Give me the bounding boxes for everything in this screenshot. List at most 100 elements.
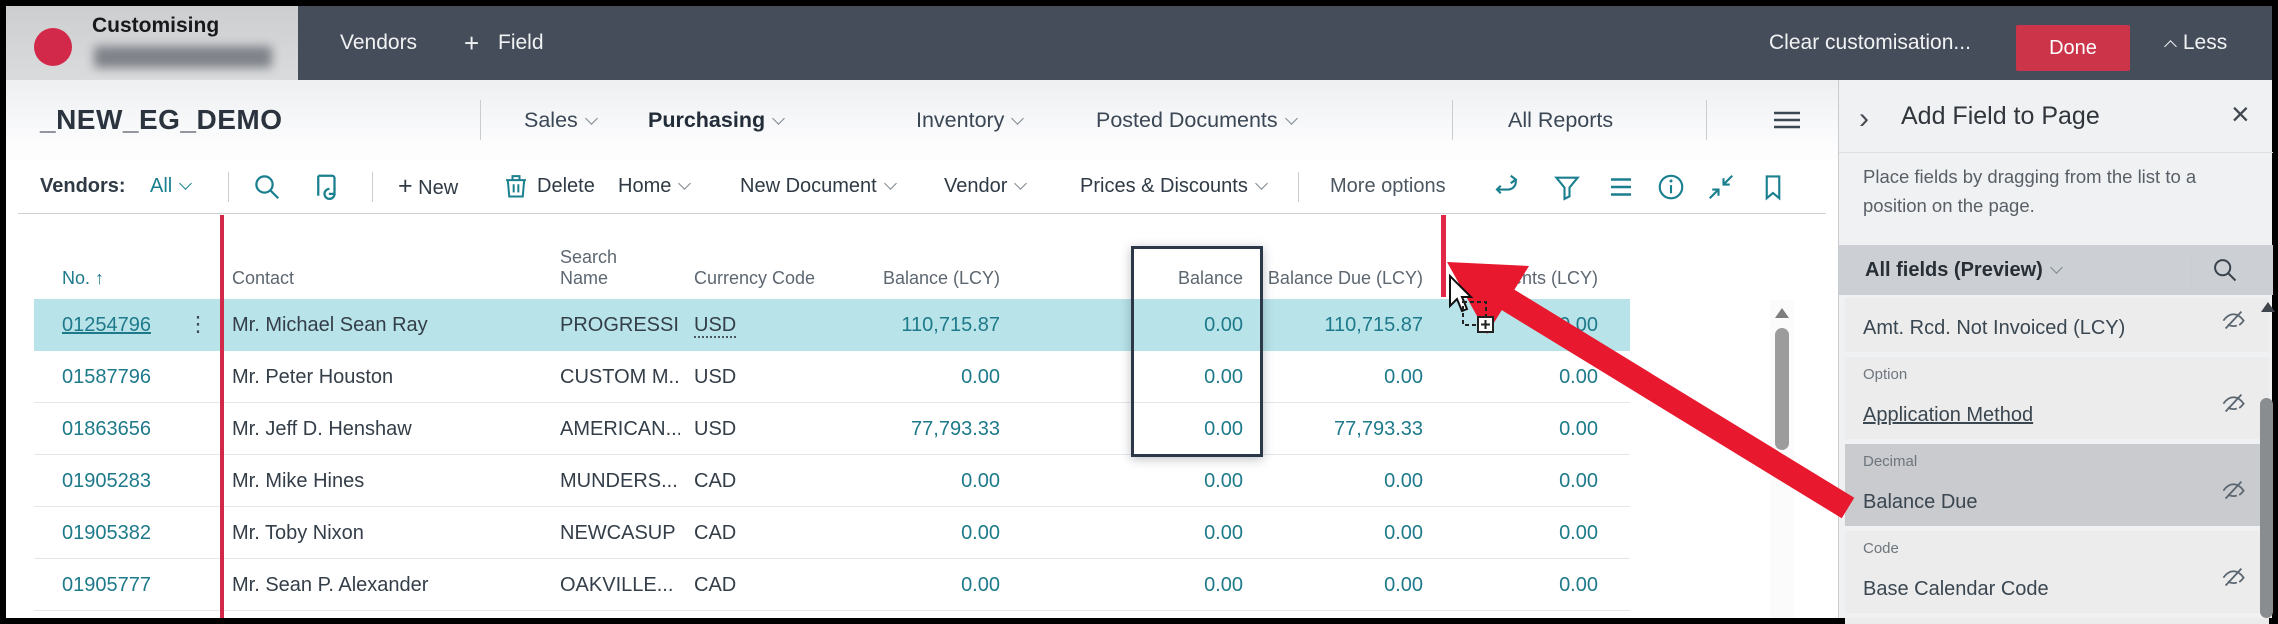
field-card[interactable]: Amt. Rcd. Not Invoiced (LCY) [1845, 298, 2269, 352]
customising-subtitle-redacted [94, 46, 272, 68]
column-header-balance-lcy[interactable]: Balance (LCY) [882, 268, 1000, 288]
column-header-contact[interactable]: Contact [232, 268, 295, 288]
chevron-down-icon [883, 177, 897, 190]
bookmark-icon[interactable] [1758, 172, 1788, 202]
clear-customisation-button[interactable]: Clear customisation... [1769, 31, 1971, 54]
cell-payments-lcy: 0.00 [1559, 574, 1598, 596]
less-button[interactable]: Less [2164, 6, 2227, 80]
cell-balance: 0.00 [1204, 470, 1243, 492]
cell-search-name: AMERICAN... [560, 418, 680, 440]
plus-icon: + [464, 28, 480, 58]
cell-balance: 0.00 [1204, 574, 1243, 596]
purchasing-label: Purchasing [648, 108, 766, 132]
vendor-dropdown[interactable]: Vendor [944, 160, 1028, 213]
filter-value: All [150, 175, 173, 197]
company-name[interactable]: _NEW_EG_DEMO [40, 104, 283, 135]
eye-slash-icon[interactable] [2220, 563, 2247, 595]
field-label: Application Method [1863, 404, 2034, 426]
column-header-no[interactable]: No. ↑ [62, 268, 188, 289]
tab-vendors[interactable]: Vendors [340, 31, 418, 54]
tab-add-field[interactable]: Field [498, 31, 544, 54]
eye-slash-icon[interactable] [2220, 306, 2247, 338]
minimize-icon[interactable] [1706, 172, 1736, 202]
currency-drilldown-link[interactable]: USD [694, 314, 737, 338]
table-row[interactable]: 01587796 Mr. Peter Houston CUSTOM M... USD 0… [34, 351, 1630, 403]
filter-icon[interactable] [1552, 172, 1582, 202]
table-row[interactable]: 01863656 Mr. Jeff D. Henshaw AMERICAN... US… [34, 403, 1630, 455]
info-icon[interactable] [1656, 172, 1686, 202]
divider [1839, 152, 2273, 153]
panel-search-icon[interactable] [2211, 256, 2239, 284]
panel-scrollbar-thumb[interactable] [2260, 398, 2273, 618]
cell-contact: Mr. Toby Nixon [232, 522, 364, 544]
cell-no[interactable]: 01254796 [62, 314, 151, 336]
cell-payments-lcy: 0.00 [1559, 366, 1598, 388]
table-row[interactable]: 01254796 Mr. Michael Sean Ray PROGRESSI...… [34, 299, 1630, 351]
nav-menu-inventory[interactable]: Inventory [916, 80, 1025, 160]
cell-no[interactable]: 01905283 [62, 470, 151, 492]
more-options-button[interactable]: More options [1330, 175, 1446, 197]
cell-balance-due-lcy: 0.00 [1384, 366, 1423, 388]
chevron-down-icon [1014, 177, 1028, 190]
panel-description: Place fields by dragging from the list t… [1863, 166, 2197, 216]
divider [1298, 172, 1299, 202]
field-filter-dropdown[interactable]: All fields (Preview) [1865, 245, 2063, 295]
eye-slash-icon[interactable] [2220, 389, 2247, 421]
field-card[interactable]: Code Base Calendar Code [1845, 531, 2269, 613]
new-button[interactable]: + New [398, 160, 458, 215]
column-header-balance-due-lcy[interactable]: Balance Due (LCY) [1267, 268, 1423, 288]
chevron-down-icon [772, 112, 785, 125]
cell-balance-due-lcy: 110,715.87 [1324, 314, 1423, 336]
table-scrollbar-thumb[interactable] [1775, 328, 1789, 450]
filter-all-dropdown[interactable]: All [150, 160, 193, 213]
divider [228, 172, 229, 202]
close-panel-icon[interactable]: × [2231, 96, 2250, 132]
prices-discounts-dropdown[interactable]: Prices & Discounts [1080, 160, 1268, 213]
nav-menu-sales[interactable]: Sales [524, 80, 598, 160]
scroll-up-arrow-icon[interactable] [1775, 308, 1789, 318]
nav-menu-all-reports[interactable]: All Reports [1508, 108, 1614, 132]
column-header-balance[interactable]: Balance [1177, 268, 1243, 288]
column-header-search-name[interactable]: Search Name [560, 247, 618, 288]
panel-scroll-up-arrow-icon[interactable] [2261, 302, 2275, 312]
cell-search-name: MUNDERS... [560, 470, 678, 492]
cell-no[interactable]: 01905777 [62, 574, 151, 596]
eye-slash-icon[interactable] [2220, 476, 2247, 508]
table-row[interactable]: 01905777 Mr. Sean P. Alexander OAKVILLE...… [34, 559, 1630, 611]
search-icon[interactable] [252, 172, 282, 202]
analyse-icon[interactable] [312, 172, 342, 202]
field-filter-bar: All fields (Preview) [1839, 245, 2273, 295]
nav-menu-posted-documents[interactable]: Posted Documents [1096, 80, 1298, 160]
hamburger-menu-icon[interactable] [1772, 108, 1802, 132]
cell-no[interactable]: 01587796 [62, 366, 151, 388]
share-icon[interactable] [1492, 172, 1522, 202]
field-category-label: Code [1863, 540, 1899, 557]
table-row[interactable]: 01905283 Mr. Mike Hines MUNDERS... CAD 0.00 0… [34, 455, 1630, 507]
freeze-pane-red-line [220, 215, 224, 618]
chevron-down-icon [1284, 112, 1298, 125]
field-card[interactable]: Option Application Method [1845, 357, 2269, 439]
chevron-down-icon [584, 112, 598, 125]
home-dropdown[interactable]: Home [618, 160, 692, 213]
show-list-icon[interactable] [1606, 172, 1636, 202]
field-card-selected[interactable]: Decimal Balance Due [1845, 444, 2269, 526]
new-document-label: New Document [740, 175, 877, 197]
cell-no[interactable]: 01863656 [62, 418, 151, 440]
collapse-panel-chevron-icon[interactable]: › [1859, 102, 1869, 135]
field-card-partial[interactable] [1845, 618, 2269, 624]
cell-no[interactable]: 01905382 [62, 522, 151, 544]
cell-currency-code: CAD [694, 574, 737, 596]
cell-balance-due-lcy: 0.00 [1384, 574, 1423, 596]
delete-button[interactable]: Delete [537, 175, 595, 197]
cell-balance-lcy: 0.00 [961, 522, 1000, 544]
new-document-dropdown[interactable]: New Document [740, 160, 897, 213]
column-header-currency-code[interactable]: Currency Code [694, 268, 816, 288]
done-button[interactable]: Done [2016, 25, 2130, 71]
home-label: Home [618, 175, 672, 197]
cell-balance: 0.00 [1204, 418, 1243, 440]
column-header-payments-lcy[interactable]: Payments (LCY) [1465, 268, 1598, 288]
table-row[interactable]: 01905382 Mr. Toby Nixon NEWCASUP CAD 0.00 0.0… [34, 507, 1630, 559]
nav-menu-purchasing[interactable]: Purchasing [648, 80, 785, 160]
row-options-ellipsis-icon[interactable]: ⋮ [187, 313, 209, 336]
